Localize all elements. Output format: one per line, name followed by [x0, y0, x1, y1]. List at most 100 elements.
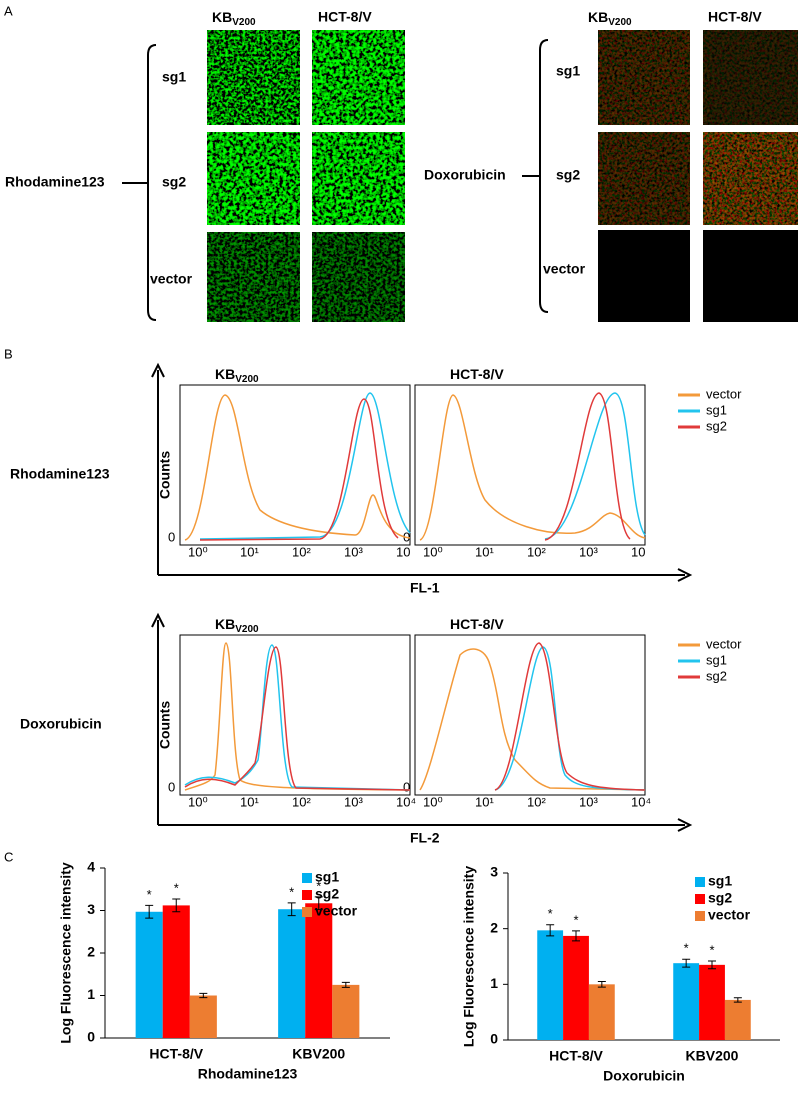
legend-swatch: [695, 911, 705, 921]
y-tick-label: 2: [490, 919, 498, 935]
title-main: HCT-8/V: [450, 366, 504, 382]
x-axis-label: FL-2: [410, 830, 440, 846]
label-main: KB: [212, 9, 232, 25]
legend-label: sg2: [706, 668, 727, 683]
legend-label: sg2: [706, 418, 727, 433]
x-tick-label: 10²: [527, 544, 546, 559]
origin-label: 0: [168, 529, 175, 544]
x-tick-label: 10³: [344, 544, 363, 559]
legend-label: sg2: [708, 890, 732, 906]
x-tick-label: 10¹: [475, 794, 494, 809]
error-bar: [314, 896, 323, 911]
arrow-head: [677, 568, 693, 582]
x-tick-label: 10⁴: [631, 794, 651, 809]
x-tick-label: 10²: [292, 794, 311, 809]
error-bar: [546, 924, 555, 937]
arrow-head: [677, 818, 693, 832]
y-tick-label: 3: [490, 864, 498, 880]
bar: [189, 995, 217, 1038]
histogram-frame: [414, 634, 646, 796]
row-label: sg2: [162, 174, 186, 190]
bar-charts: 0 1 2 3 4 Log Fluorescence intensity Rhodamine…: [58, 859, 780, 1084]
y-axis-label: Counts: [157, 451, 173, 499]
x-tick-label: 10³: [579, 794, 598, 809]
x-axis-label: Doxorubicin: [603, 1068, 685, 1084]
x-axis-label: Rhodamine123: [198, 1066, 298, 1082]
error-bar: [341, 981, 350, 988]
legend-swatch: [302, 873, 312, 883]
y-axis-label: Counts: [157, 701, 173, 749]
bar: [135, 911, 163, 1038]
row-label: sg2: [556, 167, 580, 183]
legend-label: vector: [315, 903, 358, 919]
significance-marker: *: [573, 912, 578, 927]
significance-marker: *: [174, 880, 179, 895]
column-label: HCT-8/V: [318, 9, 372, 25]
x-tick-label: 10⁰: [188, 544, 208, 559]
x-tick-label: 10¹: [240, 794, 259, 809]
legend-swatch: [695, 894, 705, 904]
bar: [699, 964, 725, 1040]
arrow-head: [151, 362, 165, 378]
histogram-frame: [179, 634, 411, 796]
x-axis-label: FL-1: [410, 580, 440, 596]
row-label: sg1: [556, 63, 580, 79]
x-tick-label: HCT-8/V: [149, 1046, 203, 1062]
stain-label: Rhodamine123: [5, 174, 105, 190]
row-label: vector: [543, 261, 586, 277]
title-main: KB: [215, 366, 235, 382]
error-bar: [287, 902, 296, 917]
x-tick-label: 10⁰: [188, 794, 208, 809]
bracket: [522, 39, 549, 313]
significance-marker: *: [147, 887, 152, 902]
bar: [332, 984, 360, 1038]
panel-label: B: [4, 346, 13, 361]
significance-marker: *: [548, 906, 553, 921]
micrographs: [598, 30, 798, 322]
error-bar: [199, 992, 208, 999]
row-label: vector: [150, 271, 193, 287]
row-label: sg1: [162, 69, 186, 85]
y-tick-label: 1: [87, 986, 95, 1002]
error-bar: [733, 997, 742, 1003]
y-tick-label: 1: [490, 975, 498, 991]
label-main: KB: [588, 9, 608, 25]
bar: [724, 999, 751, 1040]
flow-panels: Rhodamine123 FL-1 Counts KB V200 0 10⁰ 10¹ 10² 10…: [10, 362, 742, 846]
flow-curves: [184, 392, 646, 791]
x-tick-label: 10¹: [240, 544, 259, 559]
stain-label: Rhodamine123: [10, 466, 110, 482]
x-tick-label: 10⁰: [423, 544, 443, 559]
error-bar: [145, 904, 154, 919]
y-tick-label: 4: [87, 859, 95, 875]
legend-label: sg1: [706, 652, 727, 667]
column-label: KBV200: [212, 9, 256, 28]
bracket: [122, 44, 157, 321]
bar: [563, 935, 589, 1040]
legend-label: vector: [706, 386, 742, 401]
error-bar: [597, 981, 606, 988]
y-tick-label: 3: [87, 901, 95, 917]
y-axis-label: Log Fluorescence intensity: [461, 866, 477, 1047]
stain-label: Doxorubicin: [424, 167, 506, 183]
x-tick-label: 10⁰: [423, 794, 443, 809]
x-tick-label: KBV200: [292, 1046, 345, 1062]
x-tick-label: 10¹: [475, 544, 494, 559]
x-tick-label: 10³: [344, 794, 363, 809]
x-tick-label: 10⁴: [396, 794, 416, 809]
micrographs: [207, 30, 405, 322]
title-sub: V200: [235, 624, 259, 635]
x-tick-label: HCT-8/V: [549, 1048, 603, 1064]
bar: [278, 909, 306, 1038]
legend-label: vector: [708, 907, 751, 923]
arrow-head: [151, 612, 165, 628]
significance-marker: *: [709, 942, 714, 957]
label-sub: V200: [608, 17, 632, 28]
error-bar: [682, 958, 691, 968]
y-axis-label: Log Fluorescence intensity: [58, 862, 74, 1043]
bar: [305, 903, 333, 1038]
column-label: KBV200: [588, 9, 632, 28]
panel-label: A: [4, 3, 13, 18]
legend-label: sg1: [708, 873, 732, 889]
title-main: HCT-8/V: [450, 616, 504, 632]
